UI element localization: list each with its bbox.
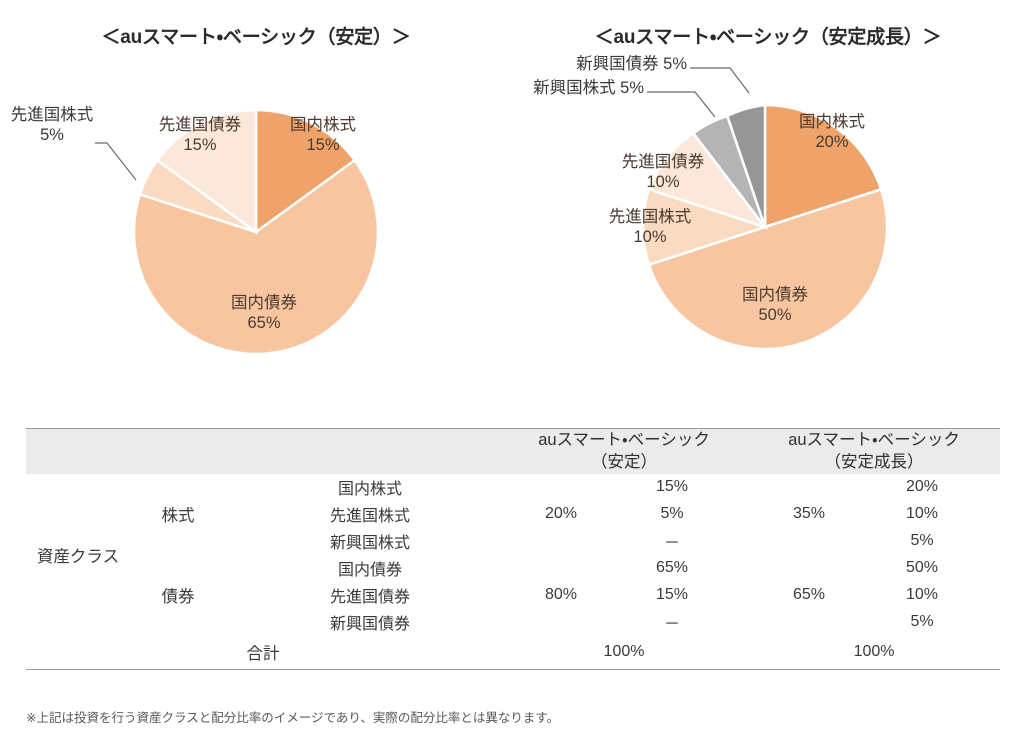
pie-slices-stable [132,108,380,356]
leader-line-emerging-equity [647,91,716,118]
table-row: 債券 国内債券 80% 65% 65% 50% [26,555,1000,606]
asset-name: 国内債券 [337,562,402,580]
value-stable: － [664,616,681,634]
row-group-label: 資産クラス [36,547,120,566]
header-col-stable: auスマート・ベーシック （安定） [500,427,749,474]
leader-line-developed-equity [95,142,137,181]
leader-line-emerging-bond [690,67,750,94]
header-col-stable-line2: （安定） [591,453,657,472]
chart-title-stable: ＜auスマート・ベーシック（安定）＞ [101,27,411,48]
value-growth: 5% [910,532,934,550]
table-total-row: 合計 100% 100% [26,635,1001,670]
table-row: 資産クラス 株式 国内株式 20% 15% 35% 20% [26,474,1000,566]
pie-chart-growth: ＜auスマート・ベーシック（安定成長）＞ 国内株式 [512,0,1024,418]
pie-svg-growth [641,67,889,351]
slice-developed-bond [155,108,258,235]
group-total-growth-bond: 65% [793,586,826,604]
slice-emerging-bond [725,103,767,228]
chart-title-growth: ＜auスマート・ベーシック（安定成長）＞ [594,27,942,48]
value-growth: 50% [906,559,939,577]
pie-slices-growth [641,103,889,351]
value-growth: 10% [906,505,939,523]
asset-name: 先進国債券 [329,589,410,607]
asset-name: 先進国株式 [329,508,410,526]
slice-domestic-equity [763,103,883,229]
table-header-row: auスマート・ベーシック （安定） auスマート・ベーシック （安定成長） [26,427,1001,474]
group-total-growth-equity: 35% [793,505,826,523]
header-col-growth: auスマート・ベーシック （安定成長） [748,427,1001,474]
value-growth: 20% [906,478,939,496]
slice-domestic-bond [647,187,889,351]
asset-name: 新興国債券 [329,616,410,634]
table-row: 先進国債券 15% 10% [26,582,1000,609]
value-stable: 5% [660,505,684,523]
value-stable: 15% [655,478,689,496]
pie-svg-stable [95,108,380,356]
total-label: 合計 [26,635,500,670]
allocation-table: auスマート・ベーシック （安定） auスマート・ベーシック （安定成長） 資産… [26,427,1001,670]
slice-domestic-bond [132,158,380,356]
total-stable: 100% [500,635,749,670]
total-growth: 100% [748,635,1001,670]
value-stable: 65% [655,559,689,577]
slice-developed-equity [641,187,770,267]
charts-area: ＜auスマート・ベーシック（安定）＞ 国内株式 15% 国内債券 65% [0,0,1024,418]
table-row: 先進国株式 5% 10% [26,501,1000,528]
group-total-stable-bond: 80% [544,586,578,604]
table-row: 新興国債券 － 5% [26,609,1000,636]
pie-chart-stable: ＜auスマート・ベーシック（安定）＞ 国内株式 15% 国内債券 65% [0,0,512,418]
footnote: ※上記は投資を行う資産クラスと配分比率のイメージであり、実際の配分比率とは異なり… [26,711,560,725]
asset-name: 国内株式 [337,481,402,499]
header-blank [26,427,500,474]
value-growth: 5% [910,613,934,631]
table-row: 新興国株式 － 5% [26,528,1000,555]
group-label-bond: 債券 [161,588,195,607]
value-growth: 10% [906,586,939,604]
value-stable: － [664,535,681,553]
asset-name: 新興国株式 [329,535,410,553]
group-label-equity: 株式 [161,507,195,526]
slice-domestic-equity [254,108,357,235]
header-col-growth-line1: auスマート・ベーシック [788,431,960,449]
header-col-growth-line2: （安定成長） [824,453,924,472]
header-col-stable-line1: auスマート・ベーシック [538,431,710,449]
group-total-stable-equity: 20% [544,505,578,523]
value-stable: 15% [655,586,689,604]
